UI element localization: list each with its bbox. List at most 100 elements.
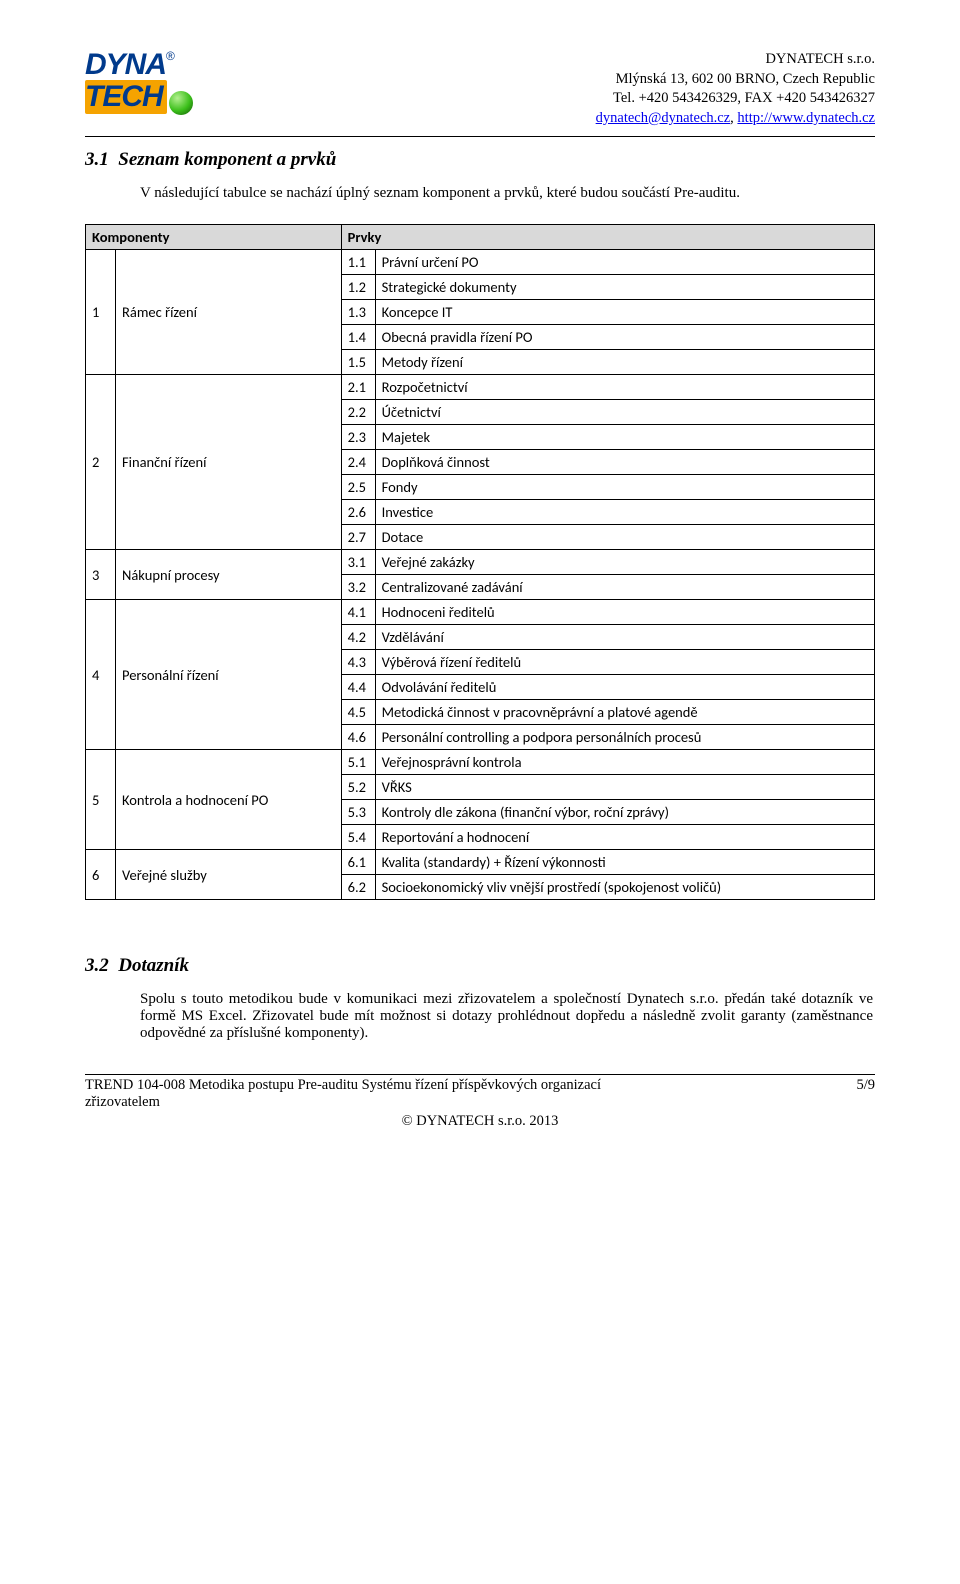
company-phone: Tel. +420 543426329, FAX +420 543426327 xyxy=(596,89,875,109)
prvek-text: Účetnictví xyxy=(375,400,874,425)
prvek-number: 2.5 xyxy=(341,475,375,500)
footer-row: TREND 104-008 Metodika postupu Pre-audit… xyxy=(85,1077,875,1111)
prvek-text: Reportování a hodnocení xyxy=(375,825,874,850)
th-komponenty: Komponenty xyxy=(86,225,342,250)
page-footer: TREND 104-008 Metodika postupu Pre-audit… xyxy=(85,1074,875,1130)
prvek-text: Veřejnosprávní kontrola xyxy=(375,750,874,775)
logo-dyna-text: DYNA® xyxy=(85,50,255,80)
components-table: Komponenty Prvky 1Rámec řízení1.1Právní … xyxy=(85,224,875,900)
prvek-number: 2.2 xyxy=(341,400,375,425)
component-number: 5 xyxy=(86,750,116,850)
section-number: 3.1 xyxy=(85,149,109,170)
component-name: Veřejné služby xyxy=(116,850,342,900)
section-3-1-intro: V následující tabulce se nachází úplný s… xyxy=(140,185,873,202)
prvek-text: Kvalita (standardy) + Řízení výkonnosti xyxy=(375,850,874,875)
prvek-text: Veřejné zakázky xyxy=(375,550,874,575)
footer-left: TREND 104-008 Metodika postupu Pre-audit… xyxy=(85,1077,601,1111)
header-divider xyxy=(85,136,875,137)
header-contact: DYNATECH s.r.o. Mlýnská 13, 602 00 BRNO,… xyxy=(596,50,875,128)
prvek-text: Investice xyxy=(375,500,874,525)
prvek-text: Kontroly dle zákona (finanční výbor, roč… xyxy=(375,800,874,825)
prvek-text: Obecná pravidla řízení PO xyxy=(375,325,874,350)
prvek-number: 6.2 xyxy=(341,875,375,900)
prvek-number: 2.6 xyxy=(341,500,375,525)
table-body: 1Rámec řízení1.1Právní určení PO1.2Strat… xyxy=(86,250,875,900)
prvek-number: 5.4 xyxy=(341,825,375,850)
prvek-text: Strategické dokumenty xyxy=(375,275,874,300)
prvek-number: 1.5 xyxy=(341,350,375,375)
th-prvky: Prvky xyxy=(341,225,874,250)
prvek-text: Vzdělávání xyxy=(375,625,874,650)
table-row: 5Kontrola a hodnocení PO5.1Veřejnosprávn… xyxy=(86,750,875,775)
logo-tech-text: TECH xyxy=(85,80,167,114)
prvek-text: Doplňková činnost xyxy=(375,450,874,475)
prvek-number: 2.3 xyxy=(341,425,375,450)
prvek-text: Dotace xyxy=(375,525,874,550)
component-number: 6 xyxy=(86,850,116,900)
footer-title-line2: zřizovatelem xyxy=(85,1094,160,1110)
prvek-number: 4.6 xyxy=(341,725,375,750)
logo: DYNA® TECH xyxy=(85,50,255,130)
prvek-number: 4.3 xyxy=(341,650,375,675)
component-name: Kontrola a hodnocení PO xyxy=(116,750,342,850)
component-number: 3 xyxy=(86,550,116,600)
logo-dyna-word: DYNA xyxy=(85,48,166,81)
prvek-text: Personální controlling a podpora personá… xyxy=(375,725,874,750)
prvek-text: Koncepce IT xyxy=(375,300,874,325)
section-3-2-paragraph: Spolu s touto metodikou bude v komunikac… xyxy=(140,991,873,1042)
table-row: 1Rámec řízení1.1Právní určení PO xyxy=(86,250,875,275)
globe-icon xyxy=(169,91,193,115)
prvek-number: 1.3 xyxy=(341,300,375,325)
prvek-text: Majetek xyxy=(375,425,874,450)
company-name: DYNATECH s.r.o. xyxy=(596,50,875,70)
component-name: Finanční řízení xyxy=(116,375,342,550)
prvek-text: Socioekonomický vliv vnější prostředí (s… xyxy=(375,875,874,900)
section-3-1-title: 3.1 Seznam komponent a prvků xyxy=(85,149,875,171)
table-header-row: Komponenty Prvky xyxy=(86,225,875,250)
component-number: 1 xyxy=(86,250,116,375)
prvek-number: 5.2 xyxy=(341,775,375,800)
prvek-number: 1.2 xyxy=(341,275,375,300)
prvek-number: 1.1 xyxy=(341,250,375,275)
table-row: 6Veřejné služby6.1Kvalita (standardy) + … xyxy=(86,850,875,875)
prvek-text: Výběrová řízení ředitelů xyxy=(375,650,874,675)
company-address: Mlýnská 13, 602 00 BRNO, Czech Republic xyxy=(596,70,875,90)
component-name: Rámec řízení xyxy=(116,250,342,375)
table-row: 3Nákupní procesy3.1Veřejné zakázky xyxy=(86,550,875,575)
prvek-text: VŘKS xyxy=(375,775,874,800)
prvek-number: 6.1 xyxy=(341,850,375,875)
registered-icon: ® xyxy=(166,49,174,63)
section-heading: Dotazník xyxy=(118,955,189,976)
table-row: 2Finanční řízení2.1Rozpočetnictví xyxy=(86,375,875,400)
component-name: Nákupní procesy xyxy=(116,550,342,600)
prvek-text: Centralizované zadávání xyxy=(375,575,874,600)
prvek-number: 3.2 xyxy=(341,575,375,600)
prvek-number: 3.1 xyxy=(341,550,375,575)
prvek-text: Právní určení PO xyxy=(375,250,874,275)
section-number: 3.2 xyxy=(85,955,109,976)
page-header: DYNA® TECH DYNATECH s.r.o. Mlýnská 13, 6… xyxy=(85,50,875,130)
footer-divider xyxy=(85,1074,875,1075)
prvek-text: Metodická činnost v pracovněprávní a pla… xyxy=(375,700,874,725)
prvek-text: Metody řízení xyxy=(375,350,874,375)
prvek-number: 1.4 xyxy=(341,325,375,350)
prvek-number: 4.2 xyxy=(341,625,375,650)
prvek-text: Hodnoceni ředitelů xyxy=(375,600,874,625)
section-heading: Seznam komponent a prvků xyxy=(118,149,336,170)
component-name: Personální řízení xyxy=(116,600,342,750)
prvek-number: 2.7 xyxy=(341,525,375,550)
prvek-number: 4.4 xyxy=(341,675,375,700)
section-3-2-title: 3.2 Dotazník xyxy=(85,955,875,977)
prvek-number: 4.1 xyxy=(341,600,375,625)
prvek-text: Odvolávání ředitelů xyxy=(375,675,874,700)
prvek-number: 5.1 xyxy=(341,750,375,775)
footer-title-line1: TREND 104-008 Metodika postupu Pre-audit… xyxy=(85,1077,601,1093)
web-link[interactable]: http://www.dynatech.cz xyxy=(737,110,875,126)
email-link[interactable]: dynatech@dynatech.cz xyxy=(596,110,731,126)
prvek-number: 2.4 xyxy=(341,450,375,475)
component-number: 2 xyxy=(86,375,116,550)
footer-copyright: © DYNATECH s.r.o. 2013 xyxy=(85,1113,875,1130)
prvek-number: 2.1 xyxy=(341,375,375,400)
prvek-text: Rozpočetnictví xyxy=(375,375,874,400)
component-number: 4 xyxy=(86,600,116,750)
